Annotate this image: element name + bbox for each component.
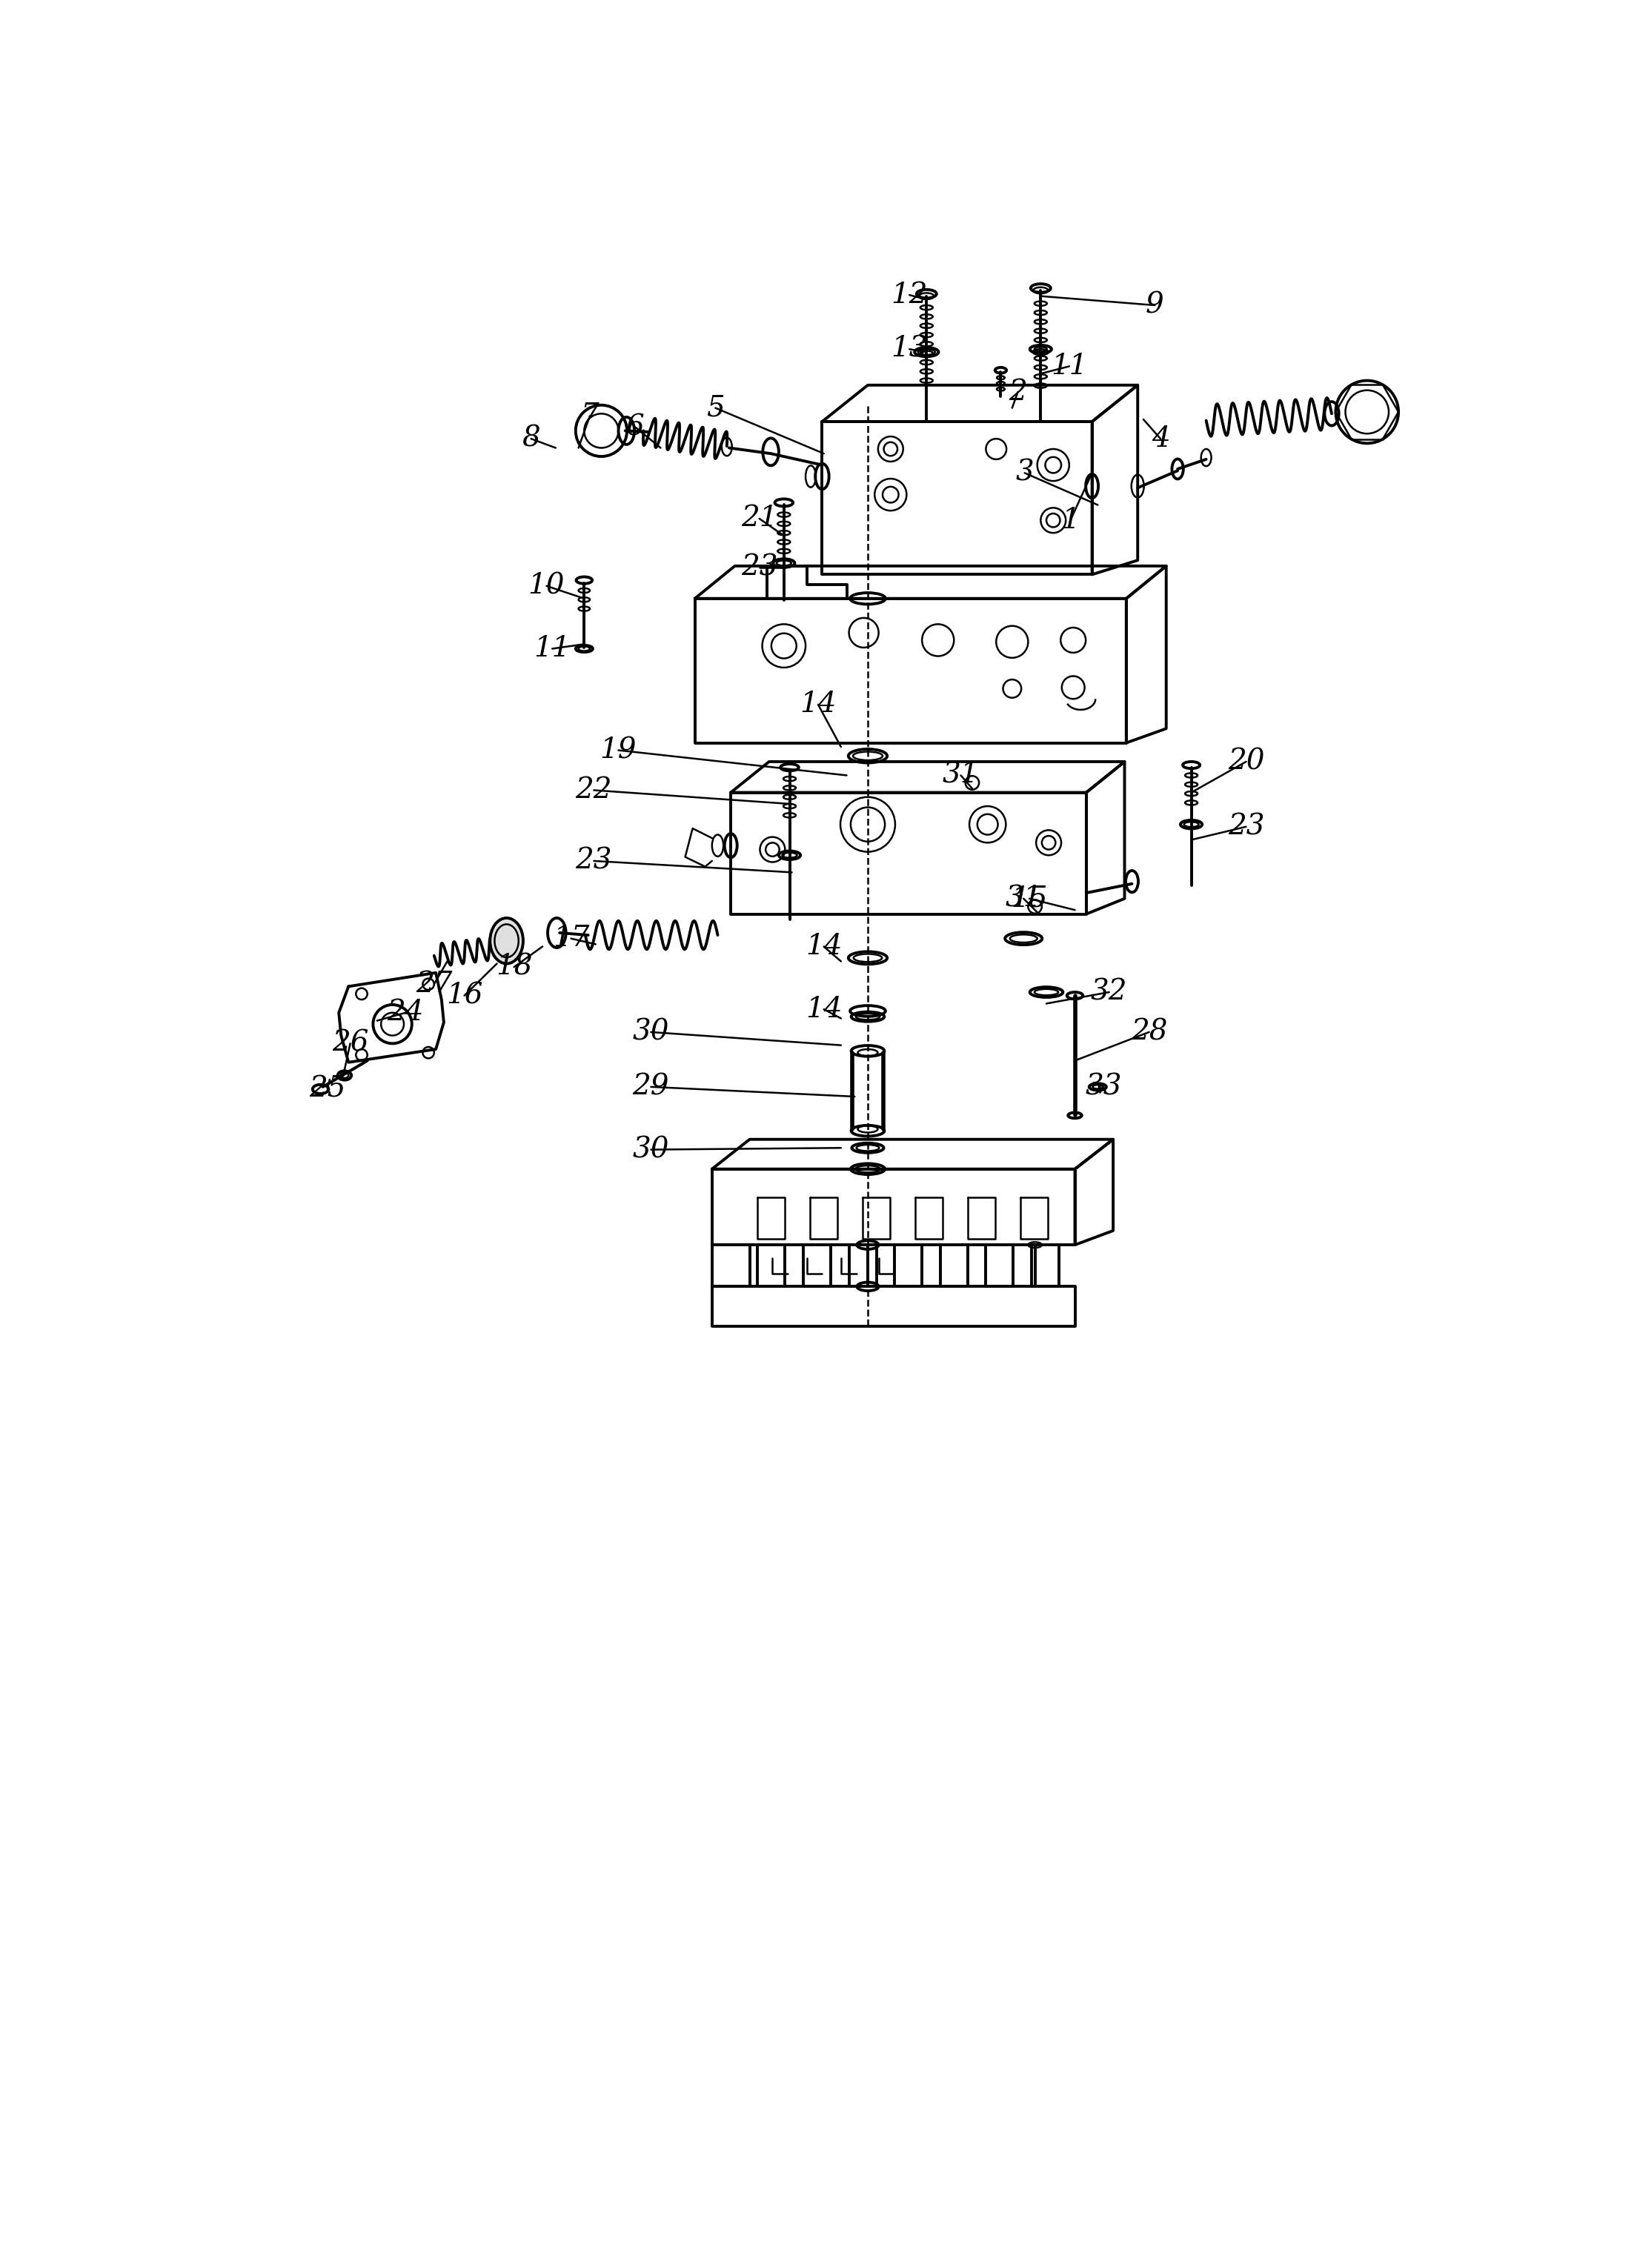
Text: 28: 28	[1131, 1018, 1167, 1046]
Text: 18: 18	[496, 953, 532, 980]
Text: 24: 24	[388, 998, 424, 1027]
Text: 16: 16	[445, 982, 483, 1009]
Text: 26: 26	[332, 1030, 368, 1057]
Text: 14: 14	[805, 932, 841, 959]
Text: 13: 13	[891, 336, 928, 363]
Text: 4: 4	[1151, 424, 1170, 451]
Text: 17: 17	[553, 925, 589, 953]
Text: 14: 14	[800, 692, 837, 719]
Text: 7: 7	[581, 401, 599, 429]
Text: 3: 3	[1015, 460, 1035, 488]
Text: 22: 22	[576, 776, 612, 803]
Text: 27: 27	[416, 971, 452, 998]
Text: 2: 2	[1008, 379, 1026, 406]
Text: 30: 30	[632, 1018, 670, 1046]
Text: 5: 5	[706, 395, 725, 422]
Text: 8: 8	[522, 424, 540, 451]
Text: 11: 11	[534, 635, 571, 662]
Text: 21: 21	[742, 506, 778, 533]
Text: 31: 31	[943, 762, 979, 789]
Text: 20: 20	[1228, 748, 1264, 776]
Text: 23: 23	[742, 553, 778, 581]
Text: 23: 23	[1228, 812, 1264, 841]
Text: 9: 9	[1146, 293, 1164, 320]
Text: 30: 30	[632, 1136, 670, 1163]
Text: 14: 14	[805, 996, 841, 1023]
Text: 25: 25	[309, 1075, 345, 1102]
Text: 32: 32	[1090, 978, 1128, 1007]
Text: 12: 12	[891, 281, 928, 308]
Text: 19: 19	[601, 737, 637, 764]
Ellipse shape	[489, 919, 524, 964]
Text: 6: 6	[627, 413, 645, 440]
Text: 15: 15	[1012, 885, 1048, 912]
Text: 1: 1	[1061, 506, 1079, 533]
Text: 23: 23	[576, 848, 612, 875]
Text: 10: 10	[529, 572, 565, 599]
Text: 11: 11	[1051, 352, 1087, 381]
Text: 31: 31	[1005, 885, 1041, 912]
Text: 33: 33	[1085, 1073, 1121, 1100]
Text: 29: 29	[632, 1073, 670, 1100]
